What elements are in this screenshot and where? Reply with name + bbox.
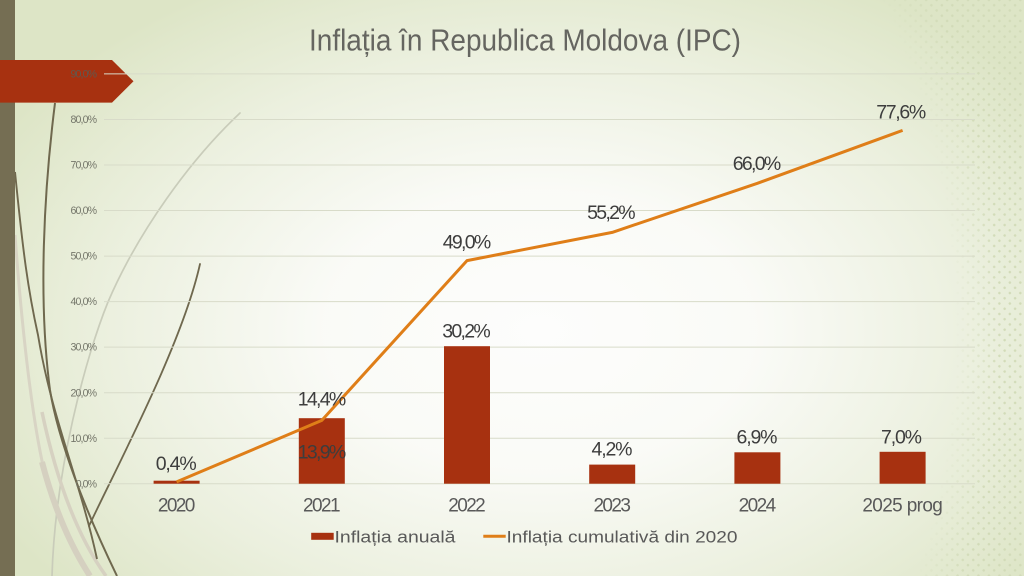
svg-text:40,0%: 40,0% xyxy=(71,296,98,308)
svg-text:7,0%: 7,0% xyxy=(881,427,922,449)
svg-text:Inflația cumulativă din 2020: Inflația cumulativă din 2020 xyxy=(507,528,738,547)
svg-text:2021: 2021 xyxy=(303,495,341,516)
svg-text:2024: 2024 xyxy=(739,495,777,516)
svg-text:2025 prog: 2025 prog xyxy=(862,495,943,516)
svg-text:0,4%: 0,4% xyxy=(156,453,197,475)
svg-text:30,0%: 30,0% xyxy=(71,342,98,354)
svg-text:49,0%: 49,0% xyxy=(443,232,492,254)
svg-text:13,9%: 13,9% xyxy=(298,442,347,464)
svg-text:10,0%: 10,0% xyxy=(71,433,98,445)
svg-text:Inflația în Republica Moldova: Inflația în Republica Moldova (IPC) xyxy=(309,23,741,58)
svg-text:77,6%: 77,6% xyxy=(876,101,926,123)
svg-text:66,0%: 66,0% xyxy=(733,153,782,175)
svg-text:6,9%: 6,9% xyxy=(737,427,778,449)
svg-text:20,0%: 20,0% xyxy=(71,387,98,399)
svg-text:70,0%: 70,0% xyxy=(71,160,98,172)
svg-text:0,0%: 0,0% xyxy=(76,478,98,490)
svg-text:14,4%: 14,4% xyxy=(298,389,347,411)
svg-text:2020: 2020 xyxy=(158,495,196,516)
svg-text:55,2%: 55,2% xyxy=(587,202,636,224)
svg-text:80,0%: 80,0% xyxy=(71,114,98,126)
svg-text:4,2%: 4,2% xyxy=(592,439,633,461)
svg-text:2023: 2023 xyxy=(593,495,631,516)
svg-text:Inflația anuală: Inflația anuală xyxy=(335,528,457,547)
svg-text:60,0%: 60,0% xyxy=(71,205,98,217)
svg-text:90,0%: 90,0% xyxy=(71,69,98,81)
svg-text:30,2%: 30,2% xyxy=(442,321,491,343)
svg-text:50,0%: 50,0% xyxy=(71,251,98,263)
svg-text:2022: 2022 xyxy=(448,495,486,516)
